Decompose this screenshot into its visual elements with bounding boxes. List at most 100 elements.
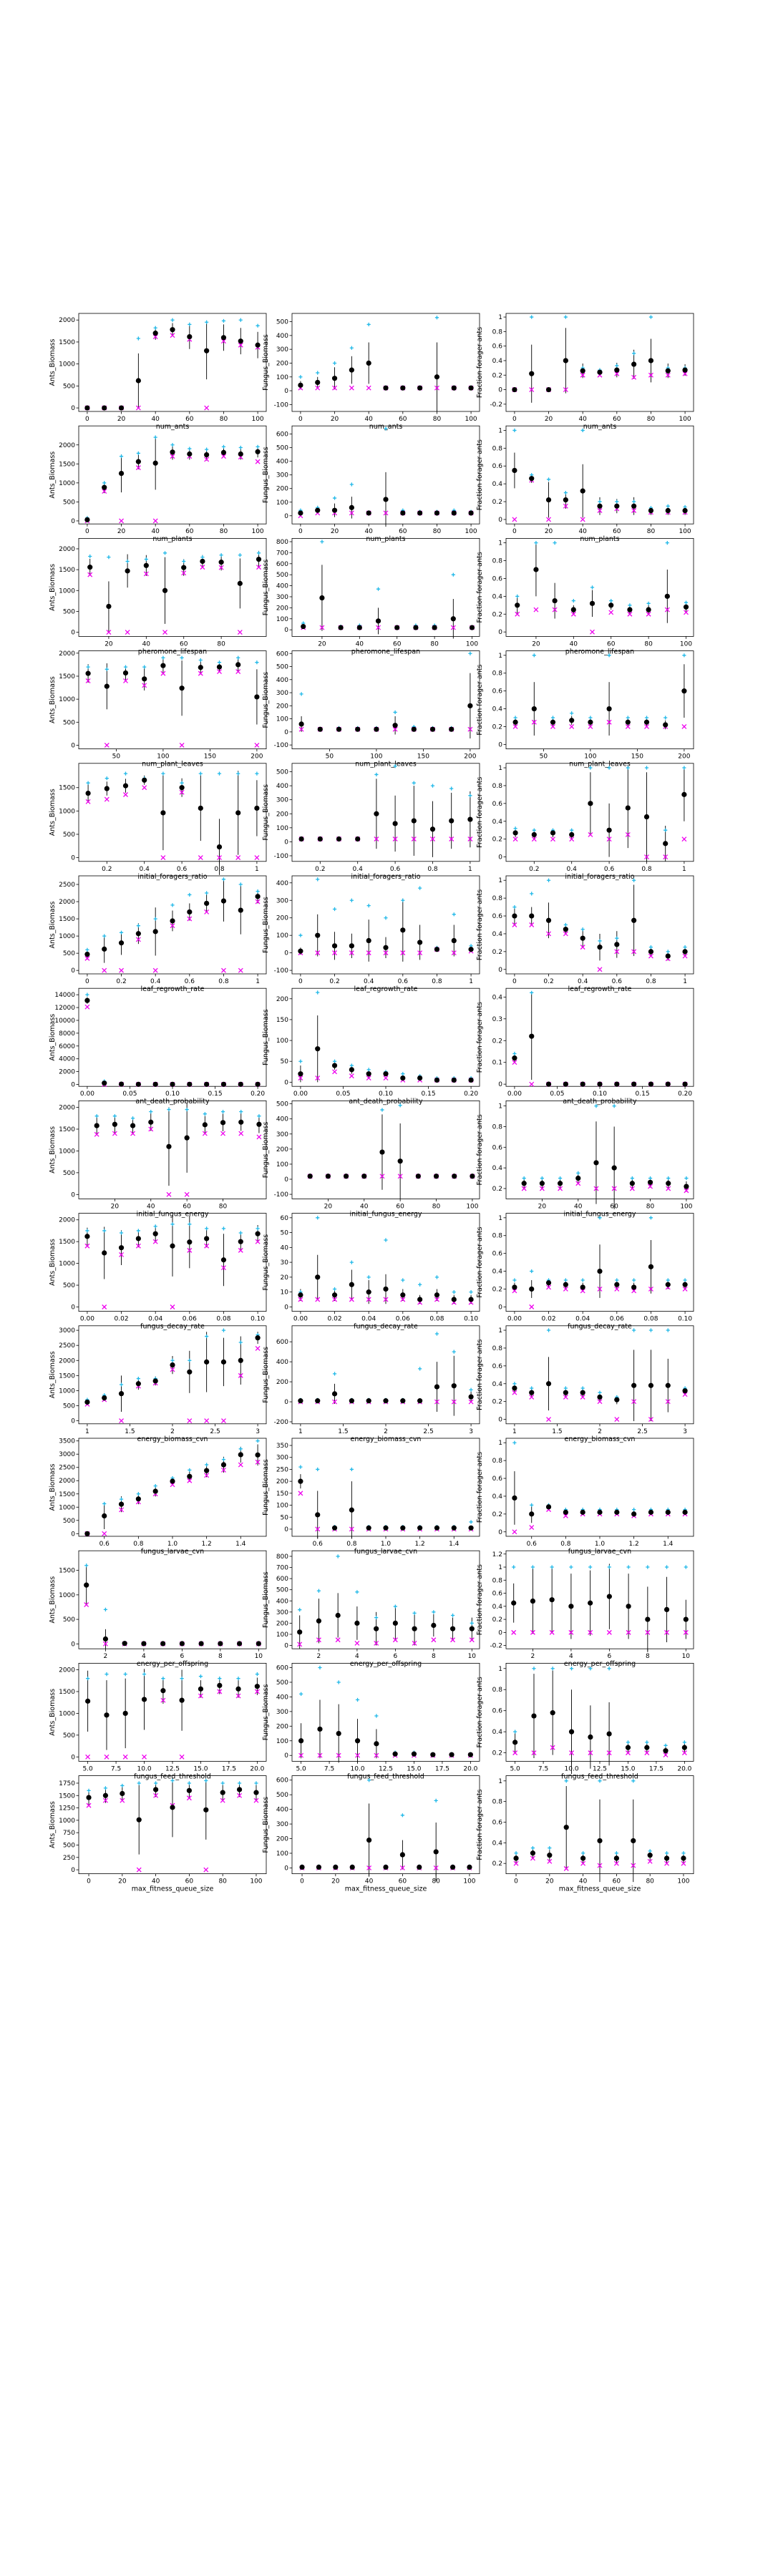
x-tick-label: 2: [598, 1428, 602, 1435]
min-marker: [85, 799, 91, 804]
min-marker: [563, 1865, 569, 1871]
axes-frame: [505, 987, 694, 1087]
mean-point: [349, 943, 354, 949]
x-tick-label: 40: [365, 1878, 374, 1885]
min-marker: [645, 1629, 651, 1635]
mean-point: [331, 1525, 338, 1531]
max-marker: [119, 1231, 124, 1235]
x-tick-label: 150: [417, 753, 429, 761]
max-marker: [180, 655, 184, 660]
mean-point: [631, 503, 637, 509]
max-marker: [648, 1216, 653, 1220]
mean-point: [375, 618, 381, 624]
y-tick-label: 200: [276, 486, 288, 493]
min-marker: [142, 1754, 147, 1760]
y-tick-label: 600: [276, 1665, 288, 1672]
x-tick-label: 100: [679, 416, 691, 423]
x-tick-label: 3: [469, 1428, 473, 1435]
max-marker: [452, 1350, 456, 1354]
min-marker: [647, 1858, 653, 1864]
max-marker: [563, 491, 568, 495]
mean-point: [299, 1864, 305, 1870]
mean-point: [316, 1618, 322, 1624]
mean-point: [400, 1525, 406, 1531]
min-marker: [102, 1304, 107, 1309]
mean-point: [597, 1081, 603, 1087]
y-axis-label: Fraction forager ants: [476, 1340, 484, 1410]
x-tick-label: 0.08: [216, 1316, 230, 1323]
max-marker: [104, 667, 109, 671]
min-marker: [255, 899, 261, 904]
mean-point: [681, 1855, 686, 1861]
max-marker: [682, 766, 686, 770]
mean-point: [392, 821, 398, 826]
max-marker: [512, 1565, 516, 1569]
x-tick-label: 1.4: [663, 1541, 674, 1548]
mean-point: [512, 913, 517, 919]
min-marker: [238, 967, 243, 973]
mean-point: [122, 1710, 128, 1717]
min-marker: [332, 1069, 338, 1075]
max-marker: [666, 1176, 671, 1181]
subplot-2-1: 0 20 40 60 80 1000500100015002000num_plantsAn…: [49, 425, 267, 543]
y-tick-label: 500: [276, 445, 288, 452]
max-marker: [119, 454, 124, 459]
mean-point: [298, 1738, 304, 1744]
mean-point: [451, 1077, 457, 1083]
x-tick-label: 40: [360, 1203, 369, 1210]
max-marker: [102, 481, 107, 485]
min-marker: [317, 1752, 323, 1758]
mean-point: [170, 918, 175, 924]
y-tick-label: 0.2: [492, 1511, 502, 1518]
y-axis-label: Fungus_Biomass: [262, 784, 270, 841]
y-tick-label: 2000: [59, 899, 75, 906]
x-tick-label: 2.5: [637, 1428, 647, 1435]
mean-point: [683, 1616, 689, 1622]
max-marker: [412, 1611, 417, 1615]
min-marker: [238, 1131, 244, 1136]
mean-point: [512, 1740, 518, 1745]
max-marker: [430, 784, 435, 788]
mean-point: [530, 1850, 536, 1856]
mean-point: [170, 1243, 175, 1249]
max-marker: [571, 598, 575, 603]
mean-point: [631, 917, 637, 923]
min-marker: [125, 630, 130, 635]
mean-point: [255, 1452, 261, 1458]
subplot-3-3: 20 40 60 80 10000.20.40.60.81pheromone_lifes…: [476, 538, 694, 655]
min-marker: [431, 1637, 437, 1643]
min-marker: [349, 385, 354, 391]
axes-frame: [505, 1325, 694, 1425]
mean-point: [118, 405, 125, 411]
min-marker: [84, 1243, 90, 1249]
min-marker: [220, 967, 226, 973]
mean-point: [580, 1081, 585, 1087]
mean-point: [220, 335, 227, 341]
min-marker: [682, 1287, 688, 1292]
x-tick-label: 80: [646, 1203, 655, 1210]
min-marker: [235, 1693, 241, 1699]
max-marker: [401, 1072, 405, 1076]
x-tick-label: 0.8: [427, 866, 438, 873]
max-marker: [180, 1677, 184, 1681]
y-tick-label: 0: [498, 629, 502, 636]
mean-point: [597, 1509, 603, 1515]
y-tick-label: 1500: [59, 1792, 75, 1800]
mean-point: [118, 1245, 125, 1251]
y-tick-label: 200: [276, 1478, 288, 1485]
max-marker: [238, 882, 243, 887]
min-marker: [366, 1297, 371, 1302]
y-tick-label: 0.6: [492, 1819, 503, 1826]
mean-point: [187, 909, 193, 915]
y-axis-label: Fraction forager ants: [476, 1789, 484, 1860]
x-axis-label: num_plants: [152, 535, 192, 543]
y-tick-label: 300: [276, 1821, 288, 1828]
max-marker: [588, 1565, 593, 1569]
min-marker: [102, 1641, 108, 1646]
x-tick-label: 2: [384, 1428, 388, 1435]
mean-point: [614, 1282, 620, 1287]
min-marker: [335, 1637, 341, 1643]
mean-point: [118, 470, 125, 477]
max-marker: [558, 1176, 563, 1181]
max-marker: [683, 945, 687, 950]
